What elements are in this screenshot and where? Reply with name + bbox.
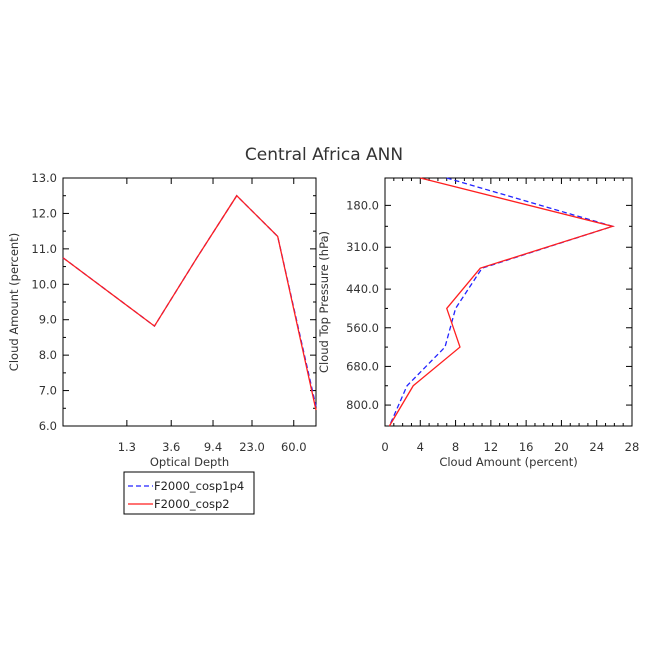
left-y-tick-label: 12.0 [31,206,57,220]
optical-depth-panel: 1.3 3.6 9.4 23.0 60.0 6.0 7.0 8.0 9.0 10.0 11.0 12.… [7,171,317,469]
left-x-tick-label: 1.3 [118,440,136,454]
left-x-tick-label: 9.4 [204,440,222,454]
right-x-tick-label: 0 [381,440,388,454]
left-plot-frame [62,177,317,427]
left-y-tick-label: 8.0 [39,348,57,362]
legend-label-cosp2: F2000_cosp2 [154,497,230,511]
left-y-tick-label: 6.0 [39,419,57,433]
right-y-tick-label: 440.0 [346,282,379,296]
left-x-tick-label: 60.0 [281,440,307,454]
left-y-tick-label: 7.0 [39,384,57,398]
left-x-tick-label: 23.0 [239,440,265,454]
right-y-tick-label: 680.0 [346,359,379,373]
right-y-tick-label: 180.0 [346,198,379,212]
left-y-tick-label: 11.0 [31,242,57,256]
right-x-axis-label: Cloud Amount (percent) [439,455,577,469]
right-x-tick-label: 8 [452,440,459,454]
right-x-tick-label: 20 [554,440,569,454]
right-x-tick-label: 12 [484,440,499,454]
right-x-tick-label: 4 [417,440,424,454]
right-y-tick-label: 560.0 [346,321,379,335]
right-x-tick-label: 24 [589,440,604,454]
right-series-cosp2-line [388,177,615,427]
pressure-panel: 0 4 8 12 16 20 24 28 180.0 310.0 440.0 560.0 680.0 80… [317,177,640,469]
legend-box [123,471,255,515]
left-series-cosp2-line [62,194,317,411]
right-y-tick-label: 800.0 [346,398,379,412]
chart-title: Central Africa ANN [245,145,403,165]
left-y-tick-label: 9.0 [39,313,57,327]
right-x-tick-label: 16 [519,440,534,454]
right-plot-frame [384,177,633,427]
legend: F2000_cosp1p4 F2000_cosp2 [123,471,255,515]
right-series-cosp1p4-line [388,177,615,427]
left-y-tick-label: 10.0 [31,277,57,291]
left-y-axis-label: Cloud Amount (percent) [7,233,21,371]
legend-label-cosp1p4: F2000_cosp1p4 [154,479,244,493]
left-series-cosp1p4-line [62,194,317,407]
right-y-tick-label: 310.0 [346,240,379,254]
right-y-axis-label: Cloud Top Pressure (hPa) [317,231,331,373]
right-x-tick-label: 28 [625,440,640,454]
left-x-tick-label: 3.6 [162,440,180,454]
left-y-tick-label: 13.0 [31,171,57,185]
left-x-axis-label: Optical Depth [150,455,229,469]
